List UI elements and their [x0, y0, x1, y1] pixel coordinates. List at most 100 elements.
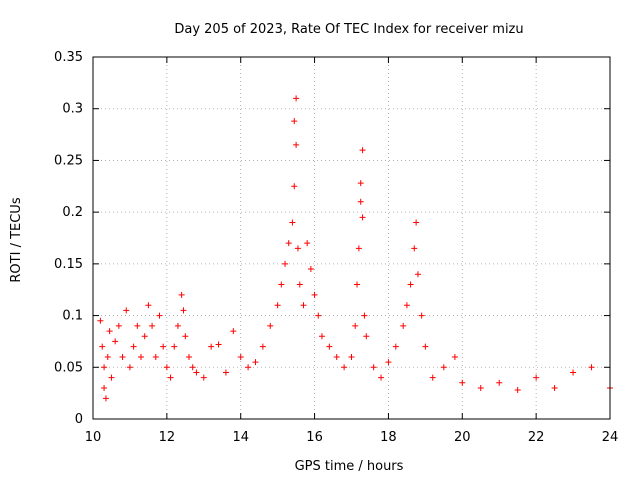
- data-point: [459, 379, 466, 386]
- data-point: [156, 312, 163, 319]
- data-point: [293, 95, 300, 102]
- data-point: [348, 353, 355, 360]
- x-axis-label: GPS time / hours: [295, 459, 404, 474]
- chart-title: Day 205 of 2023, Rate Of TEC Index for r…: [174, 22, 523, 37]
- axis-ticks: [92, 56, 611, 420]
- data-point: [422, 343, 429, 350]
- x-tick-label: 14: [232, 430, 249, 445]
- data-point: [326, 343, 333, 350]
- data-point: [357, 180, 364, 187]
- plot-frame: [92, 56, 611, 420]
- data-point: [315, 312, 322, 319]
- data-point: [104, 353, 111, 360]
- x-tick-label: 24: [602, 430, 619, 445]
- data-point: [514, 387, 521, 394]
- data-point: [108, 374, 115, 381]
- data-point: [126, 364, 133, 371]
- data-point: [141, 333, 148, 340]
- data-point: [352, 322, 359, 329]
- data-point: [294, 245, 301, 252]
- data-point: [134, 322, 141, 329]
- data-point: [440, 364, 447, 371]
- data-point: [106, 328, 113, 335]
- y-tick-label: 0.15: [54, 257, 83, 272]
- y-tick-label: 0.35: [54, 50, 83, 65]
- data-point: [200, 374, 207, 381]
- data-point: [403, 302, 410, 309]
- data-point: [193, 369, 200, 376]
- data-point: [289, 219, 296, 226]
- data-point: [186, 353, 193, 360]
- data-point: [112, 338, 119, 345]
- data-point: [333, 353, 340, 360]
- data-point: [208, 343, 215, 350]
- data-point: [215, 341, 222, 348]
- data-point: [291, 118, 298, 125]
- data-point: [174, 322, 181, 329]
- y-tick-label: 0.25: [54, 153, 83, 168]
- data-point: [130, 343, 137, 350]
- data-point: [385, 359, 392, 366]
- data-point: [101, 384, 108, 391]
- y-tick-label: 0: [75, 412, 83, 427]
- data-point: [451, 353, 458, 360]
- y-tick-label: 0.2: [62, 205, 83, 220]
- data-point: [230, 328, 237, 335]
- data-point: [259, 343, 266, 350]
- data-point: [101, 364, 108, 371]
- data-point: [551, 384, 558, 391]
- data-point: [407, 281, 414, 288]
- data-point: [245, 364, 252, 371]
- x-tick-label: 20: [454, 430, 471, 445]
- x-tick-label: 18: [380, 430, 397, 445]
- grid-lines: [93, 57, 610, 419]
- data-point: [291, 183, 298, 190]
- data-point: [285, 240, 292, 247]
- x-tick-label: 10: [85, 430, 102, 445]
- data-point: [138, 353, 145, 360]
- data-point: [278, 281, 285, 288]
- data-point: [378, 374, 385, 381]
- data-point: [304, 240, 311, 247]
- data-point: [102, 395, 109, 402]
- data-point: [359, 214, 366, 221]
- data-point: [359, 147, 366, 154]
- x-tick-labels: 10 12 14 16 18 20 22 24: [85, 430, 619, 445]
- data-point: [318, 333, 325, 340]
- data-point: [588, 364, 595, 371]
- data-point: [252, 359, 259, 366]
- data-point: [123, 307, 130, 314]
- data-point: [274, 302, 281, 309]
- data-point: [97, 317, 104, 324]
- data-point: [361, 312, 368, 319]
- data-point: [370, 364, 377, 371]
- data-point: [152, 353, 159, 360]
- data-point: [400, 322, 407, 329]
- data-point: [418, 312, 425, 319]
- data-point: [171, 343, 178, 350]
- data-point: [167, 374, 174, 381]
- data-point: [429, 374, 436, 381]
- data-point: [533, 374, 540, 381]
- data-point: [178, 291, 185, 298]
- data-point: [354, 281, 361, 288]
- data-point: [357, 198, 364, 205]
- data-point: [149, 322, 156, 329]
- data-point: [341, 364, 348, 371]
- data-point: [99, 343, 106, 350]
- data-points: [97, 95, 613, 402]
- data-point: [282, 260, 289, 267]
- data-point: [160, 343, 167, 350]
- data-point: [180, 307, 187, 314]
- y-tick-label: 0.3: [62, 102, 83, 117]
- data-point: [293, 141, 300, 148]
- y-tick-label: 0.1: [62, 309, 83, 324]
- data-point: [189, 364, 196, 371]
- y-axis-label: ROTI / TECUs: [9, 197, 24, 282]
- data-point: [413, 219, 420, 226]
- x-tick-label: 16: [306, 430, 323, 445]
- data-point: [414, 271, 421, 278]
- data-point: [355, 245, 362, 252]
- data-point: [145, 302, 152, 309]
